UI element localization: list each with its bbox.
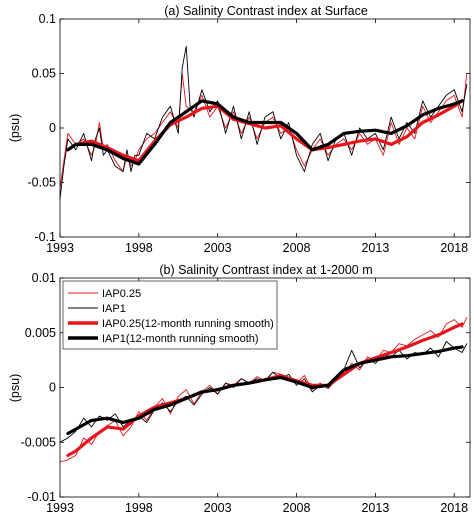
legend-label-iap1: IAP1 bbox=[102, 303, 126, 315]
series-line-iap0-25-raw bbox=[59, 73, 468, 189]
panel-a-surface: (a) Salinity Contrast index at Surface (… bbox=[8, 4, 471, 255]
panel-b-xticks: 1993 1998 2003 2008 2013 2018 bbox=[46, 278, 468, 515]
legend: IAP0.25 IAP1 IAP0.25(12-month running sm… bbox=[62, 280, 278, 350]
ytick-label: -0.01 bbox=[28, 490, 57, 504]
legend-label-iap1-smooth: IAP1(12-month running smooth) bbox=[102, 333, 259, 345]
xtick-label: 2003 bbox=[204, 241, 232, 255]
xtick-label: 2018 bbox=[440, 501, 468, 515]
ytick-label: 0 bbox=[49, 121, 56, 135]
xtick-label: 1993 bbox=[46, 241, 74, 255]
panel-a-frame bbox=[59, 18, 471, 238]
panel-a-title: (a) Salinity Contrast index at Surface bbox=[164, 4, 368, 18]
xtick-label: 2008 bbox=[283, 241, 311, 255]
series-line-iap0-25-12-month-running-smooth bbox=[66, 99, 464, 163]
xtick-label: 2003 bbox=[204, 501, 232, 515]
xtick-label: 2018 bbox=[440, 241, 468, 255]
panel-a-lines bbox=[59, 45, 468, 200]
xtick-label: 1998 bbox=[125, 241, 153, 255]
ytick-label: -0.05 bbox=[28, 176, 57, 190]
series-line-iap1-12-month-running-smooth bbox=[66, 99, 464, 166]
series-line-iap1-raw bbox=[59, 45, 468, 200]
legend-label-iap025-smooth: IAP0.25(12-month running smooth) bbox=[102, 318, 274, 330]
panel-a-ylabel: (psu) bbox=[8, 114, 22, 142]
ytick-label: 0.01 bbox=[32, 271, 56, 285]
ytick-label: -0.005 bbox=[21, 435, 56, 449]
xtick-label: 2013 bbox=[361, 501, 389, 515]
xtick-label: 2008 bbox=[283, 501, 311, 515]
ytick-label: 0.05 bbox=[32, 67, 56, 81]
ytick-label: 0.1 bbox=[39, 12, 56, 26]
legend-box bbox=[62, 280, 278, 350]
ytick-label: 0.005 bbox=[25, 326, 56, 340]
legend-label-iap025: IAP0.25 bbox=[102, 288, 141, 300]
xtick-label: 1993 bbox=[46, 501, 74, 515]
panel-b-lines bbox=[59, 316, 468, 463]
panel-a-xticks: 1993 1998 2003 2008 2013 2018 bbox=[46, 19, 468, 255]
panel-b-title: (b) Salinity Contrast index at 1-2000 m bbox=[159, 263, 372, 277]
panel-b-ylabel: (psu) bbox=[8, 374, 22, 402]
ytick-label: -0.1 bbox=[34, 230, 56, 244]
panel-a-yticks: -0.1 -0.05 0 0.05 0.1 bbox=[28, 12, 470, 244]
panel-b-yticks: -0.01 -0.005 0 0.005 0.01 bbox=[21, 271, 470, 504]
xtick-label: 2013 bbox=[361, 241, 389, 255]
series-line-iap1-12-month-running-smooth bbox=[66, 345, 464, 436]
panel-b-depth: (b) Salinity Contrast index at 1-2000 m … bbox=[8, 263, 471, 515]
panel-b-frame bbox=[59, 277, 471, 498]
ytick-label: 0 bbox=[49, 381, 56, 395]
xtick-label: 1998 bbox=[125, 501, 153, 515]
